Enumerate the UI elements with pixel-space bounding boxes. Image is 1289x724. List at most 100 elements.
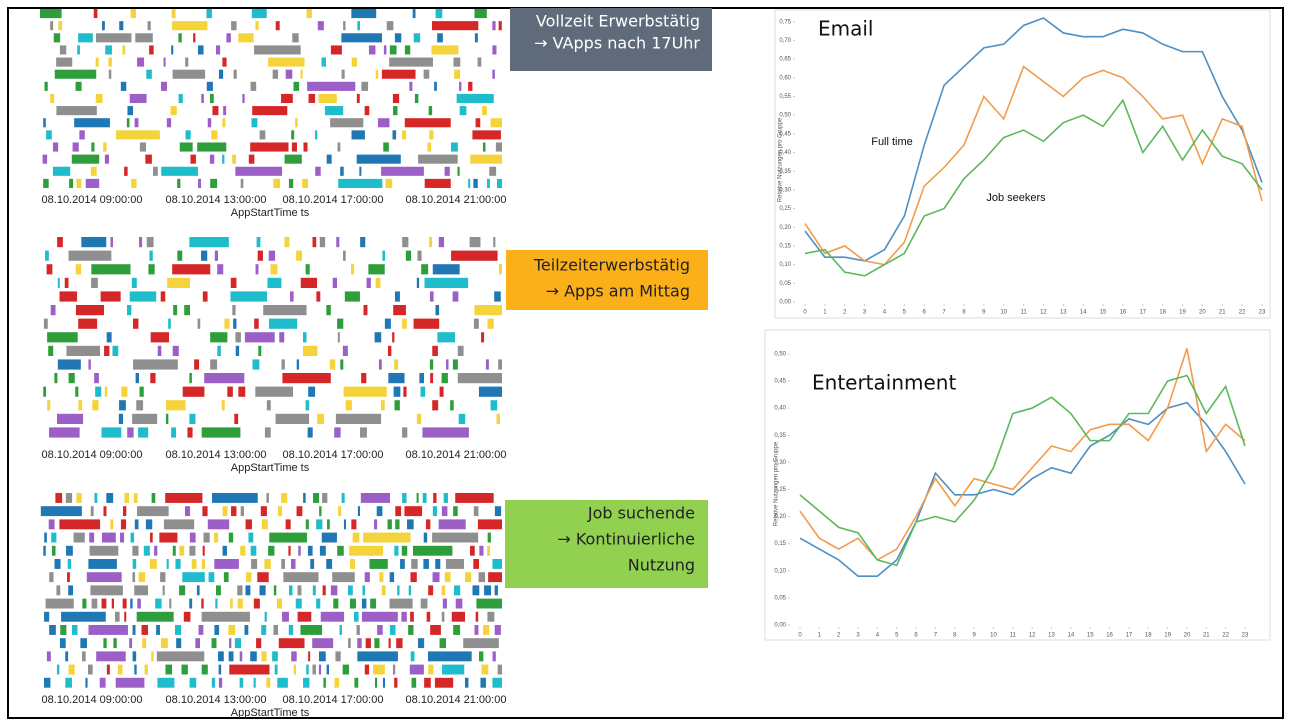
y-tick-label: 0,30 [774,460,786,466]
event [59,519,101,530]
y-tick-label: 0,20 [779,225,791,231]
event [201,250,208,261]
event [166,559,169,569]
event [359,166,362,176]
event [417,250,422,261]
x-tick-label: 3 [856,633,860,639]
event [120,81,127,91]
event [222,506,228,517]
event [296,250,302,261]
event [450,400,454,411]
event [389,57,433,67]
event [281,559,285,569]
event [475,611,479,622]
event [160,572,166,583]
event [431,45,459,55]
event [318,93,337,104]
event [478,651,484,662]
event [88,559,117,569]
event [335,413,382,424]
event [356,93,360,104]
event [352,532,360,543]
event [228,532,234,543]
event [413,33,421,43]
y-tick-label: 0,55 [779,94,791,100]
event [46,130,52,140]
event [201,611,250,622]
event [474,33,478,43]
event [394,677,398,688]
x-tick-label: 6 [914,633,918,639]
callout-box [510,8,712,71]
x-tick-label: 20 [1199,310,1206,316]
event [404,45,411,55]
event [43,318,48,329]
event [179,545,185,556]
event [245,585,251,596]
event [131,277,137,288]
event [259,585,266,596]
event [57,277,60,288]
event [303,142,308,152]
event [78,318,98,329]
y-tick-label: 0,00 [779,300,791,306]
event [229,638,232,649]
y-axis-label: Relative Nutzungen pro Gruppe [778,117,784,202]
event [317,21,324,31]
event [59,45,67,55]
event [441,585,446,596]
x-tick-label: 08.10.2014 21:00:00 [406,194,507,206]
y-tick-label: 0,10 [774,568,786,574]
event [127,427,134,438]
event [67,572,70,583]
x-tick-label: 1 [823,310,827,316]
event [394,33,402,43]
event [458,413,466,424]
event [166,118,172,128]
event [218,664,222,675]
event [211,130,218,140]
event [407,519,414,530]
event [255,264,259,275]
event [494,506,502,517]
event [387,519,392,530]
event [417,638,425,649]
event [435,9,443,19]
x-tick-label: 10 [1000,310,1007,316]
event [156,625,160,635]
event [119,400,126,411]
event [189,373,192,384]
event [65,677,72,688]
x-tick-label: 08.10.2014 13:00:00 [166,194,267,206]
event [49,427,80,438]
event [327,519,330,530]
event [178,33,182,43]
event [201,427,241,438]
event [430,625,441,635]
event [456,93,494,104]
event [434,81,437,91]
event [320,611,345,622]
event [183,611,191,622]
event [395,519,400,530]
event [201,598,204,609]
event [432,21,479,31]
event [189,532,196,543]
event [189,413,196,424]
event [253,677,256,688]
event [478,572,486,583]
event [139,386,144,397]
event [254,318,259,329]
event [118,413,124,424]
event [285,69,293,79]
event [135,373,139,384]
event [339,625,343,635]
event [341,493,345,503]
event [351,57,357,67]
event [470,154,502,164]
event [291,651,297,662]
event [389,598,413,609]
event [159,532,178,543]
event [168,318,171,329]
event [222,57,227,67]
